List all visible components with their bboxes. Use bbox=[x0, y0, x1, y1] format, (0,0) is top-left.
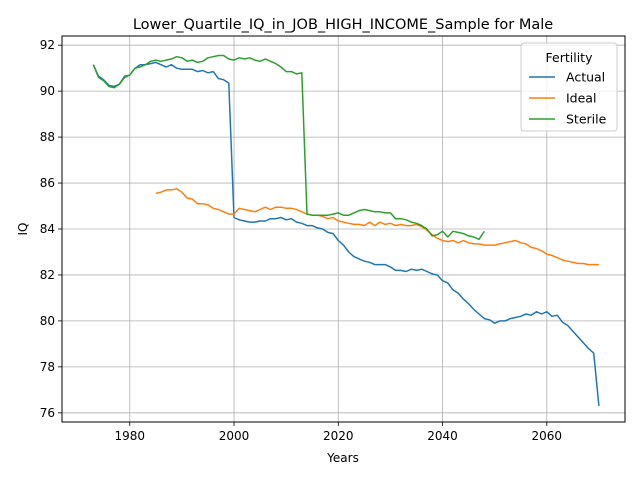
x-tick-label: 1980 bbox=[114, 429, 145, 443]
y-tick-label: 78 bbox=[40, 360, 55, 374]
legend-box bbox=[520, 42, 618, 132]
y-tick-label: 80 bbox=[40, 314, 55, 328]
y-tick-label: 90 bbox=[40, 84, 55, 98]
y-tick-label: 92 bbox=[40, 38, 55, 52]
x-tick-label: 2060 bbox=[532, 429, 563, 443]
legend-label-sterile: Sterile bbox=[566, 112, 607, 127]
y-tick-label: 82 bbox=[40, 268, 55, 282]
x-axis-label: Years bbox=[326, 451, 359, 465]
axis-ticks: 1980 2000 2020 2040 2060 76 78 80 82 84 86 88 90 92 bbox=[40, 38, 562, 443]
y-tick-label: 76 bbox=[40, 406, 55, 420]
legend-title: Fertility bbox=[546, 50, 594, 65]
legend-label-actual: Actual bbox=[566, 70, 605, 85]
series-line-sterile bbox=[92, 54, 485, 241]
series-line-actual bbox=[92, 61, 600, 406]
legend-label-ideal: Ideal bbox=[566, 91, 596, 106]
x-tick-label: 2020 bbox=[323, 429, 354, 443]
legend: Fertility Actual Ideal Sterile bbox=[520, 42, 618, 132]
x-tick-label: 2040 bbox=[427, 429, 458, 443]
chart-title: Lower_Quartile_IQ_in_JOB_HIGH_INCOME_Sam… bbox=[133, 17, 553, 33]
y-tick-label: 88 bbox=[40, 130, 55, 144]
y-tick-label: 84 bbox=[40, 222, 55, 236]
grid-lines bbox=[62, 36, 625, 422]
series-lines bbox=[92, 54, 600, 406]
y-axis-label: IQ bbox=[16, 223, 30, 236]
x-tick-label: 2000 bbox=[219, 429, 250, 443]
y-tick-label: 86 bbox=[40, 176, 55, 190]
series-line-ideal bbox=[155, 188, 599, 266]
